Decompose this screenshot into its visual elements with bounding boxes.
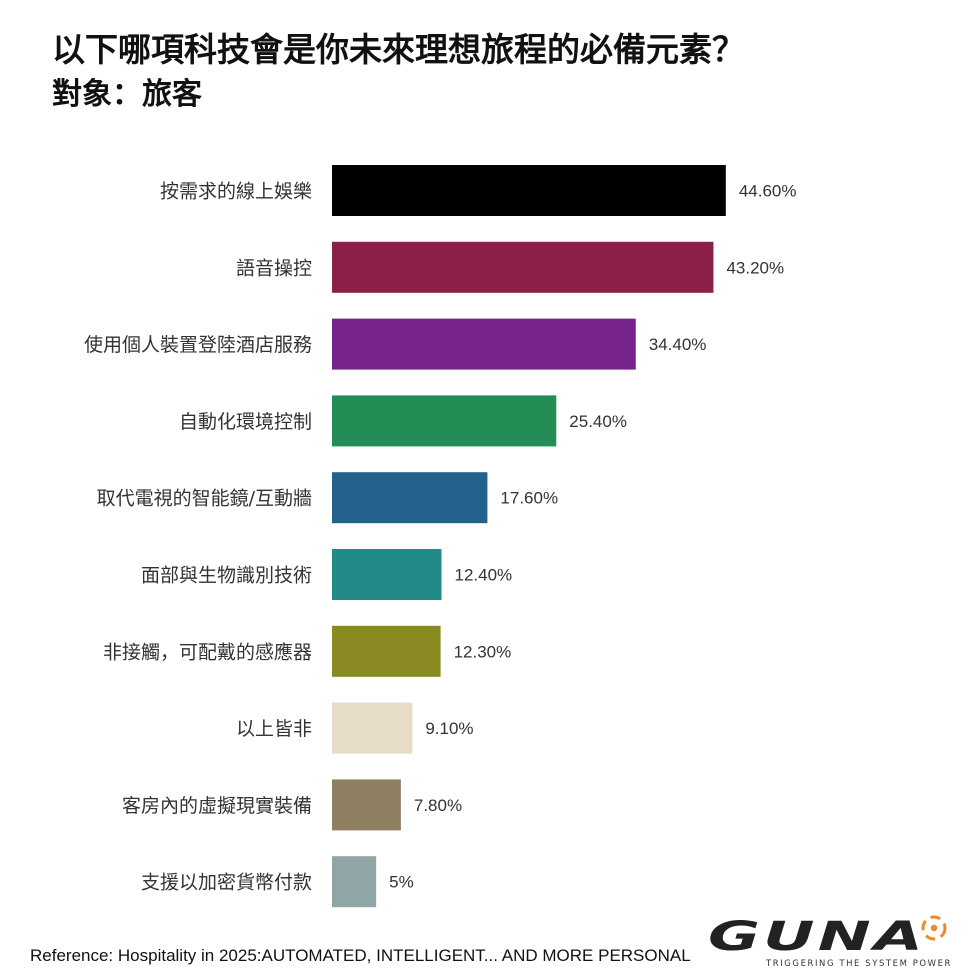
category-label: 以上皆非 — [236, 718, 312, 740]
value-label: 5% — [389, 873, 414, 892]
bar — [332, 549, 442, 600]
bar — [332, 779, 401, 831]
category-label: 支援以加密貨幣付款 — [141, 872, 312, 894]
chart-title: 以下哪項科技會是你未來理想旅程的必備元素？ — [52, 30, 745, 69]
value-label: 12.30% — [454, 642, 512, 661]
category-label: 取代電視的智能鏡/互動牆 — [97, 488, 312, 510]
logo-tagline: TRIGGERING THE SYSTEM POWER — [765, 959, 952, 969]
bar-chart: 按需求的線上娛樂 44.60% 語音操控 43.20% 使用個人裝置登陸酒店服務 34.4… — [84, 165, 797, 908]
chart-subtitle: 對象：旅客 — [52, 77, 202, 112]
category-label: 自動化環境控制 — [179, 411, 312, 433]
bar — [332, 395, 557, 447]
value-label: 34.40% — [649, 335, 707, 354]
bar — [332, 318, 636, 370]
value-label: 12.40% — [454, 566, 512, 585]
logo-spark-icon — [921, 915, 947, 941]
bar — [332, 702, 413, 754]
category-label: 客房內的虛擬現實裝備 — [122, 795, 312, 817]
value-label: 9.10% — [425, 719, 473, 738]
category-label: 面部與生物識別技術 — [141, 565, 312, 587]
category-label: 使用個人裝置登陸酒店服務 — [84, 334, 312, 356]
guna-logo: GUNA TRIGGERING THE SYSTEM POWER — [708, 914, 952, 969]
category-label: 非接觸，可配戴的感應器 — [103, 640, 312, 663]
bar — [332, 856, 377, 908]
logo-wordmark: GUNA — [708, 914, 926, 960]
category-label: 語音操控 — [236, 257, 312, 279]
bar — [332, 165, 726, 216]
bar — [332, 472, 488, 524]
reference-footnote: Reference: Hospitality in 2025:AUTOMATED… — [30, 946, 691, 965]
value-label: 25.40% — [569, 412, 627, 431]
value-label: 43.20% — [726, 258, 784, 277]
value-label: 17.60% — [500, 489, 558, 508]
category-label: 按需求的線上娛樂 — [160, 181, 312, 203]
bar — [332, 241, 714, 293]
value-label: 7.80% — [414, 796, 462, 815]
value-label: 44.60% — [739, 182, 797, 201]
bar — [332, 625, 441, 677]
